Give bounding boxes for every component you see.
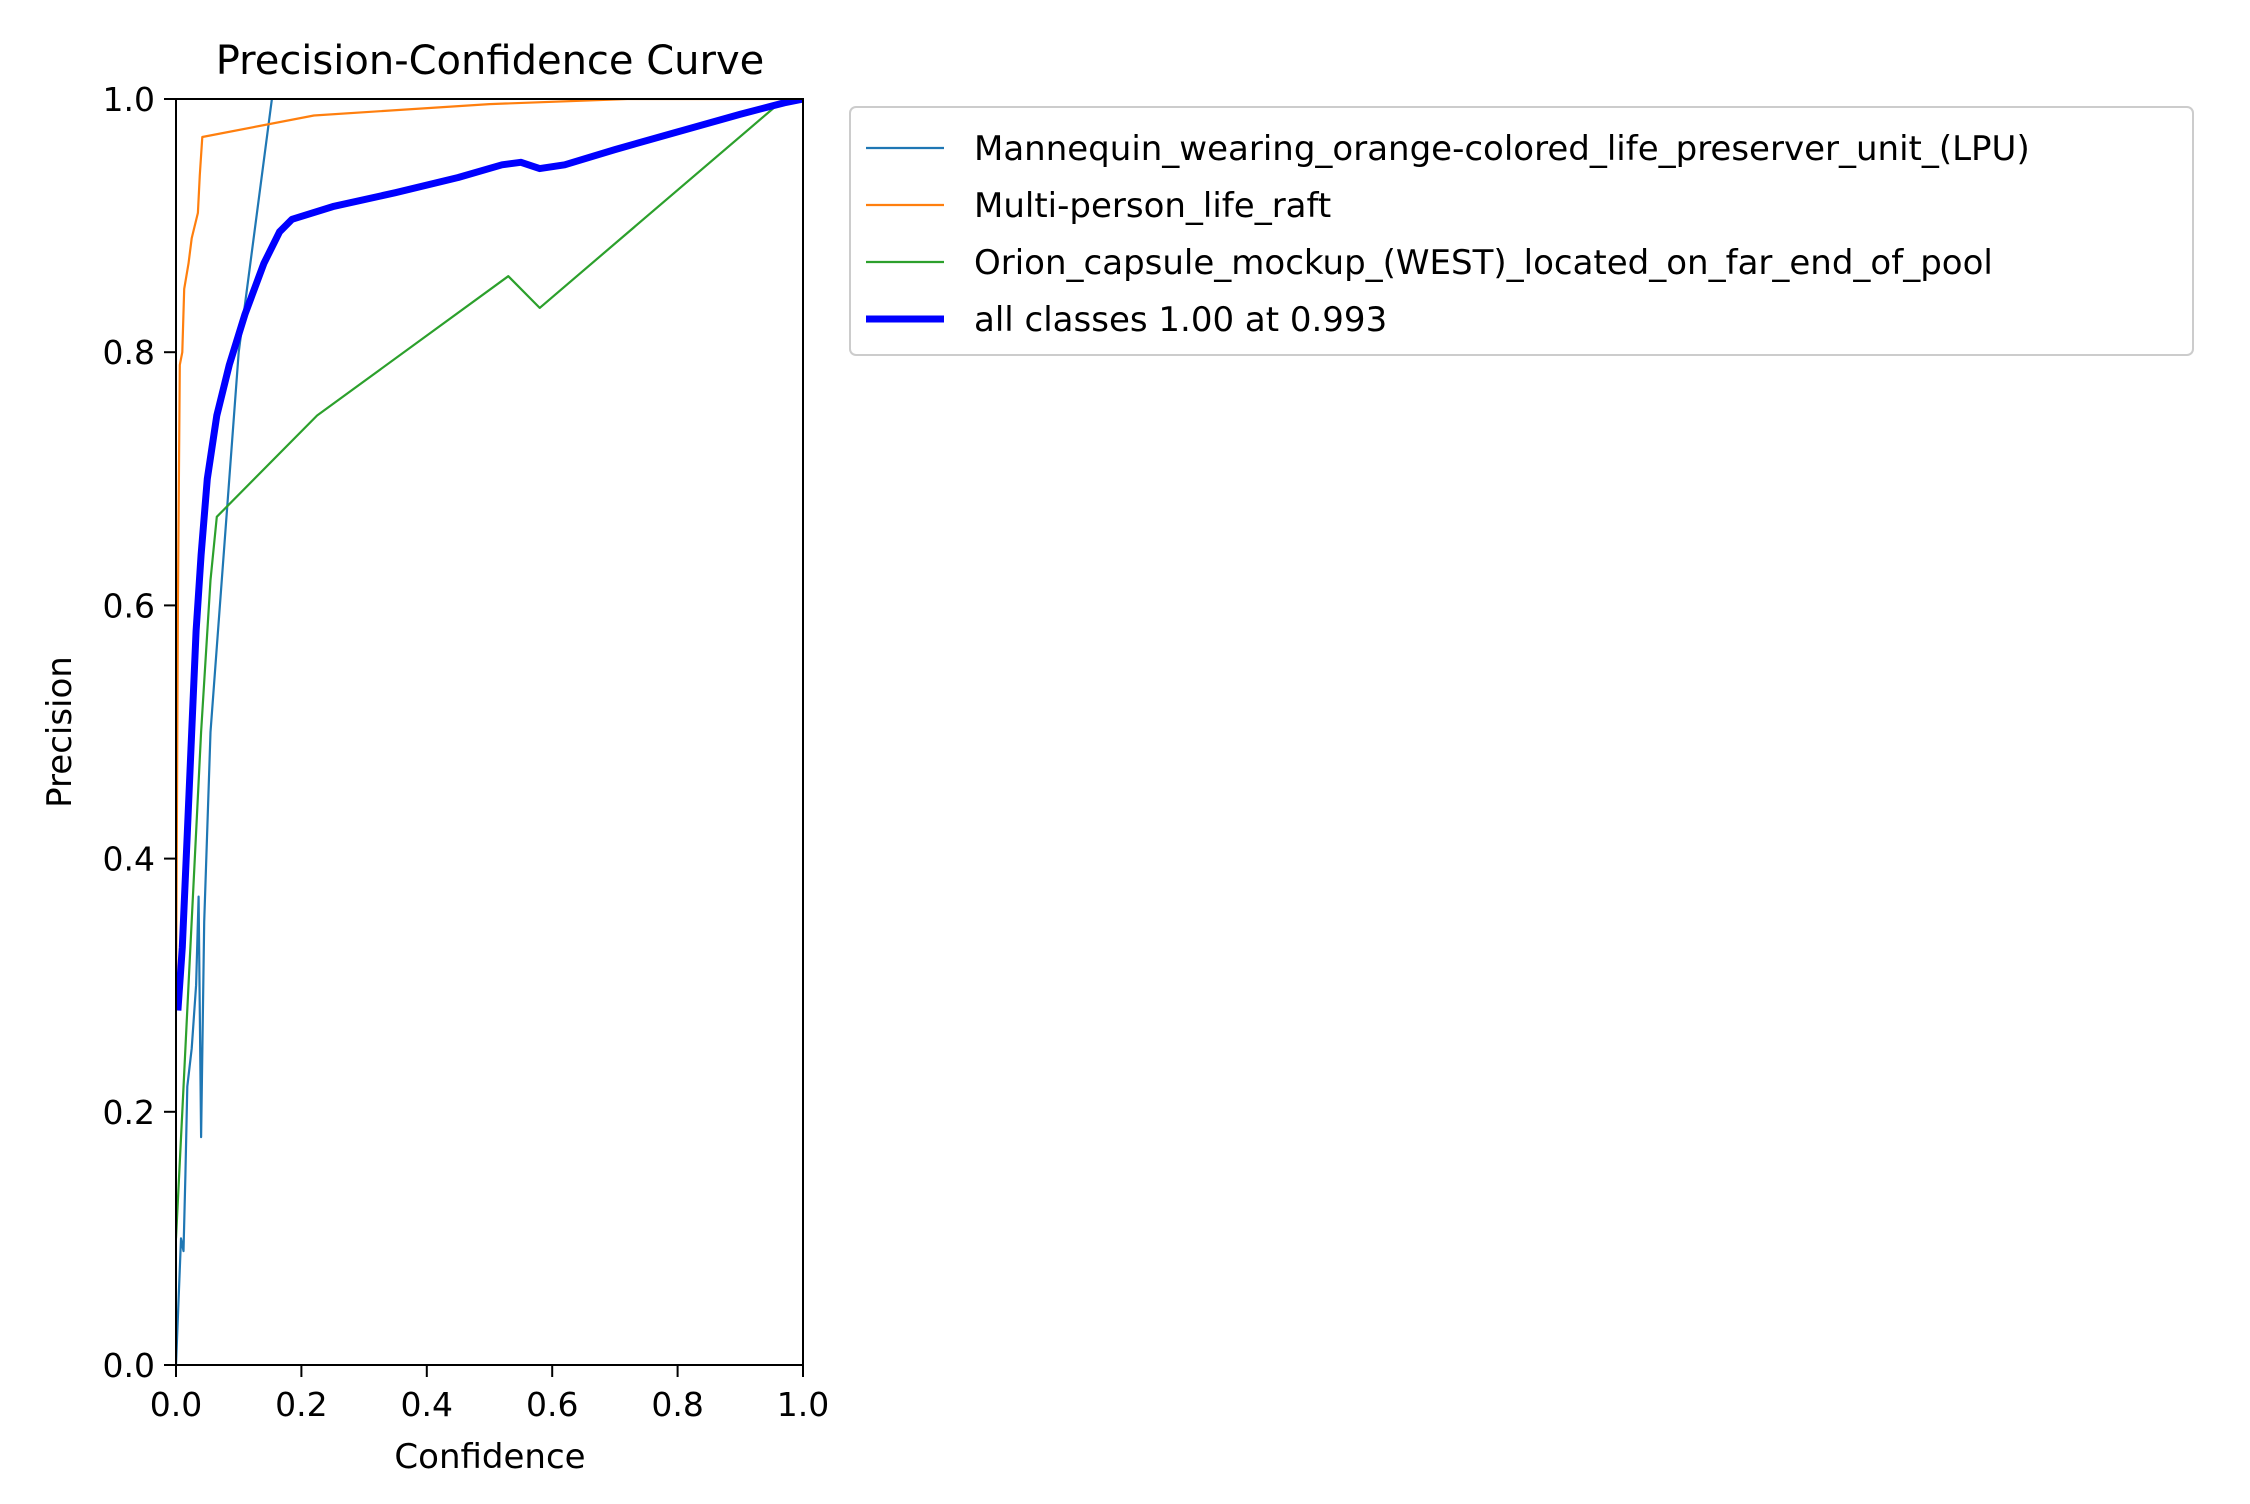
- y-axis: 0.0 0.2 0.4 0.6 0.8 1.0: [103, 80, 176, 1385]
- y-tick-label: 0.8: [103, 333, 155, 372]
- y-tick-label: 0.2: [103, 1093, 155, 1132]
- plot-series: [176, 99, 803, 1365]
- y-tick-label: 0.0: [103, 1346, 155, 1385]
- series-line-4: [176, 99, 803, 1011]
- x-axis-label: Confidence: [394, 1437, 585, 1477]
- legend-label-1: Mannequin_wearing_orange-colored_life_pr…: [974, 129, 2030, 169]
- legend-box: [849, 106, 2194, 356]
- x-tick-label: 0.2: [275, 1385, 327, 1424]
- legend-label-3: Orion_capsule_mockup_(WEST)_located_on_f…: [974, 243, 1993, 283]
- legend: Mannequin_wearing_orange-colored_life_pr…: [849, 106, 2194, 356]
- legend-items: Mannequin_wearing_orange-colored_life_pr…: [866, 129, 2030, 340]
- series-line-2: [176, 99, 803, 1011]
- x-tick-label: 0.6: [526, 1385, 578, 1424]
- series-line-1: [176, 99, 273, 1365]
- legend-label-4: all classes 1.00 at 0.993: [974, 300, 1387, 340]
- x-tick-label: 0.0: [150, 1385, 202, 1424]
- legend-label-2: Multi-person_life_raft: [974, 186, 1331, 226]
- plot-frame: [175, 98, 804, 1366]
- x-tick-label: 0.8: [651, 1385, 703, 1424]
- chart-title: Precision-Confidence Curve: [216, 38, 765, 84]
- x-axis: 0.0 0.2 0.4 0.6 0.8 1.0: [150, 1365, 829, 1424]
- y-axis-label: Precision: [40, 656, 80, 808]
- series-line-3: [176, 99, 803, 1239]
- x-tick-label: 0.4: [401, 1385, 453, 1424]
- y-tick-label: 0.4: [103, 840, 155, 879]
- x-tick-label: 1.0: [777, 1385, 829, 1424]
- y-tick-label: 0.6: [103, 586, 155, 625]
- y-tick-label: 1.0: [103, 80, 155, 119]
